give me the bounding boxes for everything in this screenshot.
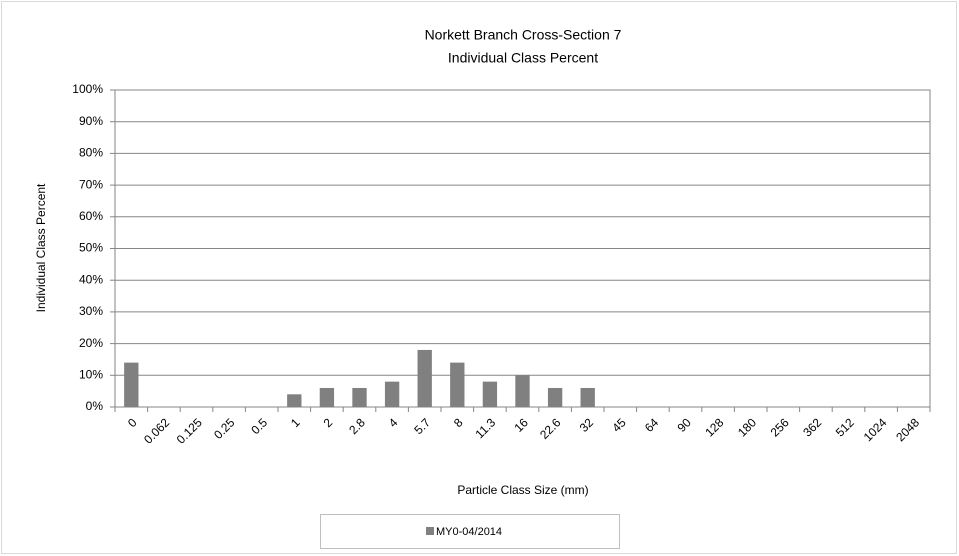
- bar: [482, 381, 498, 407]
- chart-subtitle: Individual Class Percent: [448, 50, 598, 66]
- y-tick-label: 40%: [79, 272, 103, 286]
- bar: [384, 381, 400, 407]
- bar: [450, 362, 465, 407]
- y-tick-label: 90%: [79, 114, 103, 128]
- y-tick-label: 30%: [79, 304, 103, 318]
- bar: [352, 387, 367, 407]
- bar: [319, 387, 335, 407]
- legend-box: [320, 514, 620, 549]
- y-axis-label: Individual Class Percent: [34, 183, 48, 312]
- legend-label: MY0-04/2014: [436, 526, 502, 538]
- bar: [515, 375, 530, 407]
- legend-swatch: [426, 527, 434, 535]
- y-tick-label: 0%: [86, 399, 104, 413]
- y-tick-label: 60%: [79, 209, 103, 223]
- x-axis-label: Particle Class Size (mm): [457, 483, 588, 497]
- y-tick-label: 70%: [79, 177, 103, 191]
- bar: [124, 362, 139, 407]
- y-tick-label: 100%: [72, 82, 103, 96]
- y-tick-label: 80%: [79, 146, 103, 160]
- y-tick-label: 50%: [79, 241, 103, 255]
- bar: [417, 349, 432, 407]
- bar: [580, 387, 595, 407]
- chart-title: Norkett Branch Cross-Section 7: [425, 27, 622, 43]
- bar: [547, 387, 563, 407]
- y-tick-label: 10%: [79, 367, 103, 381]
- bar: [287, 394, 302, 407]
- y-tick-label: 20%: [79, 336, 103, 350]
